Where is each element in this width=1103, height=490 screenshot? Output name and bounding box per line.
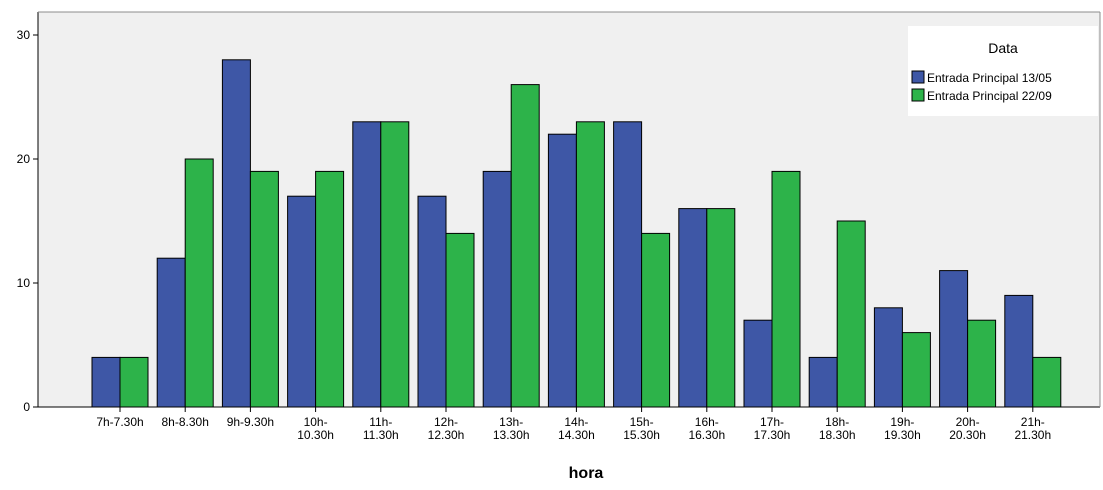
bar-series-2 — [184, 158, 214, 408]
x-tick-label: 11h-11.30h — [363, 415, 399, 442]
bar-series-2 — [836, 220, 866, 408]
x-tick-label: 17h-17.30h — [754, 415, 791, 442]
y-tick-label: 0 — [23, 400, 30, 414]
bar-series-2 — [315, 170, 345, 408]
x-tick-label: 15h-15.30h — [623, 415, 660, 442]
bar-series-1 — [808, 356, 838, 408]
x-tick-label: 7h-7.30h — [96, 415, 143, 429]
bar-series-2 — [249, 170, 279, 408]
bar-series-1 — [678, 208, 708, 408]
bar-series-2 — [641, 232, 671, 408]
bar-series-2 — [771, 170, 801, 408]
bar-series-1 — [287, 195, 317, 408]
x-tick-label: 20h-20.30h — [949, 415, 986, 442]
bar-series-1 — [352, 121, 382, 408]
bar-series-1 — [547, 133, 577, 408]
bar-series-2 — [445, 232, 475, 408]
x-tick-label: 21h-21.30h — [1014, 415, 1051, 442]
bar-series-1 — [156, 257, 186, 408]
x-tick-label: 10h-10.30h — [297, 415, 334, 442]
bar-series-2 — [1032, 356, 1062, 408]
legend-swatch — [911, 88, 925, 102]
x-tick-label: 12h-12.30h — [428, 415, 465, 442]
legend-label: Entrada Principal 22/09 — [927, 89, 1052, 103]
x-tick-label: 16h-16.30h — [688, 415, 725, 442]
bar-series-2 — [706, 208, 736, 408]
bar-series-1 — [613, 121, 643, 408]
legend: Data Entrada Principal 13/05 Entrada Princ… — [908, 26, 1098, 116]
legend-box — [908, 26, 1098, 116]
legend-swatch — [911, 70, 925, 84]
legend-label: Entrada Principal 13/05 — [927, 71, 1052, 85]
x-tick-label: 14h-14.30h — [558, 415, 595, 442]
bar-series-1 — [221, 59, 251, 408]
bar-series-1 — [91, 356, 121, 408]
bar-series-2 — [901, 332, 931, 408]
y-tick-label: 30 — [17, 28, 31, 42]
x-tick-label: 13h-13.30h — [493, 415, 530, 442]
x-tick-label: 8h-8.30h — [162, 415, 209, 429]
bar-series-1 — [1004, 294, 1034, 408]
x-axis-title: hora — [569, 465, 604, 482]
x-tick-label: 9h-9.30h — [227, 415, 274, 429]
bar-series-2 — [380, 121, 410, 408]
bar-series-2 — [967, 319, 997, 408]
bar-series-2 — [119, 356, 149, 408]
bar-series-1 — [873, 307, 903, 408]
legend-title: Data — [988, 40, 1018, 56]
bar-series-1 — [482, 170, 512, 408]
bar-series-1 — [743, 319, 773, 408]
bar-series-1 — [417, 195, 447, 408]
y-tick-label: 20 — [17, 152, 31, 166]
x-axis: 7h-7.30h 8h-8.30h 9h-9.30h 10h-10.30h 11h-11… — [38, 406, 1100, 442]
y-axis: 0 10 20 30 — [17, 12, 39, 414]
bar-series-1 — [939, 270, 969, 408]
y-tick-label: 10 — [17, 276, 31, 290]
bar-series-2 — [510, 84, 540, 408]
bar-series-2 — [575, 121, 605, 408]
x-tick-label: 19h-19.30h — [884, 415, 921, 442]
x-tick-label: 18h-18.30h — [819, 415, 856, 442]
